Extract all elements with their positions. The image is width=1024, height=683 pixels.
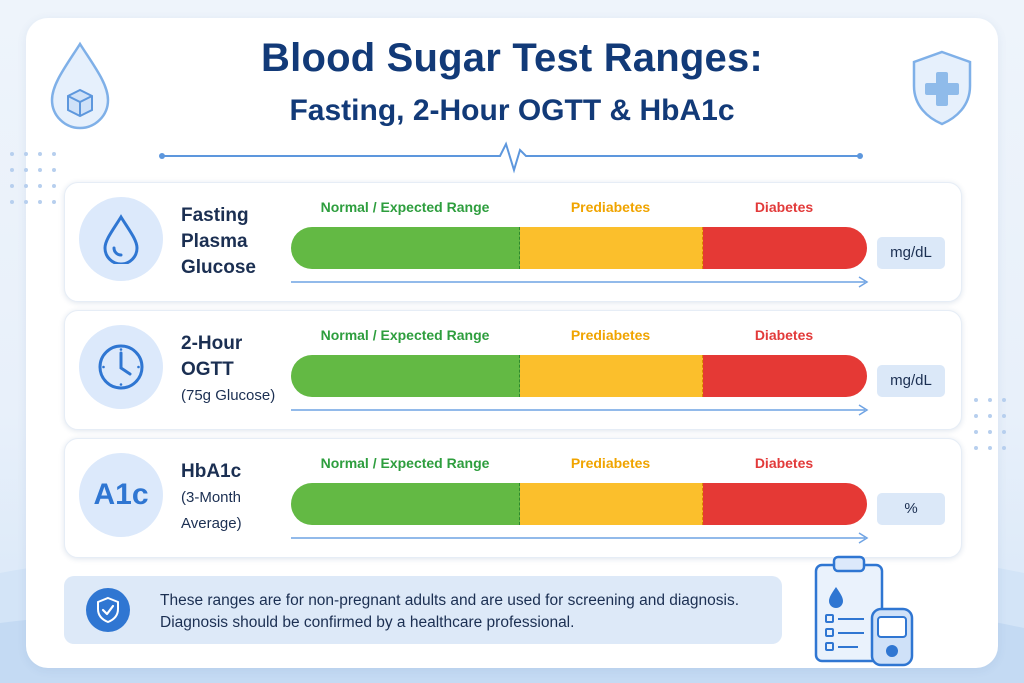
drop-icon <box>103 214 139 264</box>
clock-icon <box>98 344 144 390</box>
row-icon-circle <box>79 197 163 281</box>
prediabetes-segment <box>520 355 703 397</box>
row-label-line: Glucose <box>181 257 256 278</box>
diabetes-segment <box>703 483 867 525</box>
row-label: Fasting Plasma Glucose <box>181 203 256 281</box>
category-normal-label: Normal / Expected Range <box>320 455 490 471</box>
normal-segment <box>291 227 520 269</box>
row-label-line: 2-Hour <box>181 333 243 354</box>
range-bar <box>291 355 867 397</box>
category-normal-label: Normal / Expected Range <box>320 327 490 343</box>
disclaimer-note: These ranges are for non-pregnant adults… <box>64 576 782 644</box>
category-prediabetes-label: Prediabetes <box>570 327 651 343</box>
unit-badge: % <box>877 493 945 525</box>
row-sublabel: (75g Glucose) <box>181 387 276 404</box>
range-arrow <box>291 404 869 416</box>
note-text: These ranges are for non-pregnant adults… <box>160 590 770 634</box>
row-sublabel: (3-Month <box>181 489 242 506</box>
category-prediabetes-label: Prediabetes <box>570 455 651 471</box>
dot-grid-decoration <box>10 152 56 204</box>
range-arrow <box>291 532 869 544</box>
row-icon-circle: A1c <box>79 453 163 537</box>
note-line: These ranges are for non-pregnant adults… <box>160 592 740 609</box>
diabetes-segment <box>703 355 867 397</box>
row-label-line: OGTT <box>181 359 234 380</box>
row-sublabel: Average) <box>181 515 242 532</box>
unit-badge: mg/dL <box>877 237 945 269</box>
category-diabetes-label: Diabetes <box>754 199 814 215</box>
row-label: HbA1c (3-Month Average) <box>181 459 242 537</box>
note-icon-circle <box>86 588 130 632</box>
note-line: Diagnosis should be confirmed by a healt… <box>160 614 575 631</box>
page-title: Blood Sugar Test Ranges: <box>261 36 763 80</box>
unit-badge: mg/dL <box>877 365 945 397</box>
prediabetes-segment <box>520 227 703 269</box>
a1c-icon-text: A1c <box>93 478 149 511</box>
fasting-glucose-row: Fasting Plasma Glucose Normal / Expected… <box>64 182 962 302</box>
medical-shield-icon <box>912 50 972 126</box>
normal-segment <box>291 483 520 525</box>
water-drop-cube-icon <box>50 41 110 130</box>
shield-check-icon <box>97 596 119 624</box>
category-diabetes-label: Diabetes <box>754 455 814 471</box>
diabetes-segment <box>703 227 867 269</box>
category-diabetes-label: Diabetes <box>754 327 814 343</box>
page-subtitle: Fasting, 2-Hour OGTT & HbA1c <box>289 94 735 127</box>
normal-segment <box>291 355 520 397</box>
row-label-line: Fasting <box>181 205 249 226</box>
category-normal-label: Normal / Expected Range <box>320 199 490 215</box>
category-prediabetes-label: Prediabetes <box>570 199 651 215</box>
row-label-line: HbA1c <box>181 461 242 482</box>
range-bar <box>291 227 867 269</box>
row-label-line: Plasma <box>181 231 248 252</box>
clipboard-meter-illustration <box>814 555 914 667</box>
range-arrow <box>291 276 869 288</box>
ogtt-row: 2-Hour OGTT (75g Glucose) Normal / Expec… <box>64 310 962 430</box>
row-icon-circle <box>79 325 163 409</box>
hba1c-row: A1c HbA1c (3-Month Average) Normal / Exp… <box>64 438 962 558</box>
dot-grid-decoration <box>974 398 1006 450</box>
range-bar <box>291 483 867 525</box>
prediabetes-segment <box>520 483 703 525</box>
row-label: 2-Hour OGTT (75g Glucose) <box>181 331 275 409</box>
heartbeat-divider <box>159 141 863 174</box>
